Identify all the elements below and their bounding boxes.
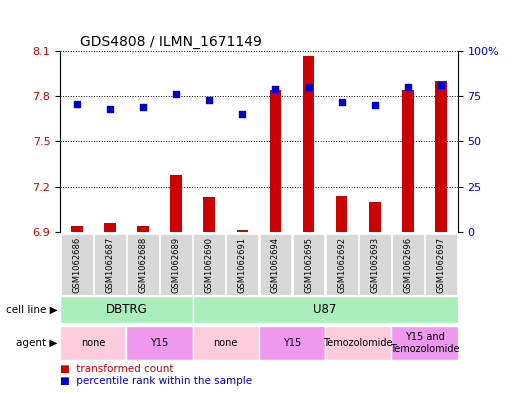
Text: Y15: Y15 [151, 338, 168, 348]
Bar [71, 226, 83, 232]
Text: GDS4808 / ILMN_1671149: GDS4808 / ILMN_1671149 [80, 35, 262, 49]
Text: U87: U87 [313, 303, 337, 316]
Bar [270, 90, 281, 232]
Bar [359, 234, 391, 295]
Bar [293, 234, 324, 295]
Bar [226, 234, 258, 295]
Bar [94, 234, 126, 295]
Text: GSM1062688: GSM1062688 [139, 237, 147, 293]
Point [437, 82, 445, 88]
Text: cell line ▶: cell line ▶ [6, 305, 58, 314]
Text: GSM1062692: GSM1062692 [337, 237, 346, 293]
Bar [402, 90, 414, 232]
Text: GSM1062697: GSM1062697 [437, 237, 446, 293]
Bar [259, 234, 291, 295]
Bar [104, 223, 116, 232]
Bar [60, 326, 127, 360]
Bar [127, 326, 192, 360]
Point [371, 102, 379, 108]
Bar [435, 81, 447, 232]
Bar [425, 234, 457, 295]
Text: Temozolomide: Temozolomide [324, 338, 393, 348]
Text: none: none [213, 338, 238, 348]
Text: GSM1062696: GSM1062696 [403, 237, 413, 293]
Bar [325, 326, 391, 360]
Bar [336, 196, 347, 232]
Bar [303, 55, 314, 232]
Bar [170, 174, 182, 232]
Point [404, 84, 412, 90]
Point [304, 84, 313, 90]
Text: GSM1062695: GSM1062695 [304, 237, 313, 293]
Text: GSM1062687: GSM1062687 [105, 237, 115, 293]
Text: Y15: Y15 [283, 338, 301, 348]
Text: agent ▶: agent ▶ [16, 338, 58, 348]
Bar [391, 326, 458, 360]
Point [205, 97, 213, 103]
Bar [61, 234, 93, 295]
Text: GSM1062689: GSM1062689 [172, 237, 180, 293]
Text: GSM1062693: GSM1062693 [370, 237, 379, 293]
Bar [326, 234, 358, 295]
Bar [369, 202, 381, 232]
Point [172, 91, 180, 97]
Bar [137, 226, 149, 232]
Point [238, 111, 246, 118]
Point [271, 86, 280, 92]
Point [73, 100, 81, 107]
Bar [192, 326, 259, 360]
Text: ■  percentile rank within the sample: ■ percentile rank within the sample [60, 376, 252, 386]
Text: GSM1062686: GSM1062686 [72, 237, 81, 293]
Bar [203, 197, 215, 232]
Text: GSM1062691: GSM1062691 [238, 237, 247, 293]
Text: DBTRG: DBTRG [106, 303, 147, 316]
Bar [259, 326, 325, 360]
Point [139, 104, 147, 110]
Bar [160, 234, 192, 295]
Point [337, 99, 346, 105]
Text: GSM1062690: GSM1062690 [204, 237, 214, 293]
Point [106, 106, 114, 112]
Bar [194, 234, 225, 295]
Bar [192, 296, 458, 323]
Text: GSM1062694: GSM1062694 [271, 237, 280, 293]
Bar [60, 296, 192, 323]
Text: Y15 and
Temozolomide: Y15 and Temozolomide [390, 332, 459, 354]
Bar [392, 234, 424, 295]
Bar [127, 234, 159, 295]
Text: none: none [81, 338, 106, 348]
Bar [236, 230, 248, 232]
Text: ■  transformed count: ■ transformed count [60, 364, 174, 373]
